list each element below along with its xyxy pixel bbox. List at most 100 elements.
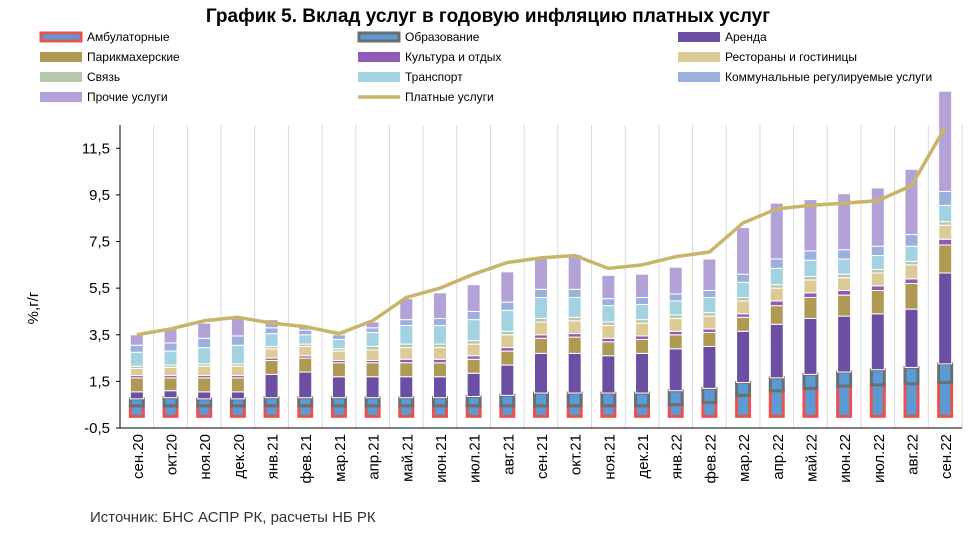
bar-segment: [668, 266, 683, 295]
bar-segment: [331, 338, 346, 350]
bar-segment: [634, 391, 651, 408]
x-tick-label: сен.20: [130, 434, 147, 479]
bar-segment: [803, 276, 818, 281]
bar-segment: [365, 349, 380, 361]
bar-segment: [702, 331, 717, 347]
bar-segment: [331, 334, 346, 340]
bar-segment: [534, 337, 548, 354]
bar-segment: [466, 358, 481, 374]
bar-segment: [600, 404, 617, 418]
bar-segment: [431, 404, 448, 418]
bar-segment: [499, 393, 516, 408]
bar-segment: [197, 347, 212, 365]
bar-segment: [668, 293, 683, 302]
bar-segment: [736, 281, 751, 298]
bar-segment: [431, 396, 448, 408]
bar-segment: [769, 287, 784, 302]
bar-segment: [432, 343, 447, 349]
bar-segment: [837, 315, 852, 373]
x-tick-label: дек.21: [635, 434, 652, 479]
bar-segment: [601, 298, 616, 307]
bar-segment: [904, 278, 919, 284]
bar-segment: [163, 342, 178, 352]
legend-swatch: [358, 72, 400, 82]
bar-segment: [903, 382, 920, 418]
bar-segment: [668, 330, 683, 336]
bar-segment: [466, 372, 481, 398]
legend-swatch: [39, 31, 83, 43]
bar-segment: [702, 315, 717, 330]
x-tick-label: апр.22: [770, 434, 787, 480]
bar-segment: [264, 359, 279, 375]
bar-segment: [163, 366, 178, 377]
bar-segment: [601, 337, 616, 343]
bar-segment: [197, 337, 212, 349]
bar-segment: [533, 404, 549, 418]
bar-segment: [870, 187, 885, 247]
y-tick-label: 9,5: [89, 187, 110, 204]
bar-segment: [837, 277, 852, 291]
bar-segment: [399, 343, 414, 349]
bar-segment: [365, 331, 380, 347]
bar-segment: [230, 391, 245, 400]
bar-segment: [736, 300, 751, 315]
bar-segment: [466, 355, 481, 360]
bar-segment: [534, 288, 548, 298]
bar-segment: [870, 245, 885, 257]
x-tick-label: сен.22: [938, 434, 955, 479]
bar-segment: [567, 336, 582, 354]
bar-segment: [566, 391, 583, 408]
bar-segment: [197, 322, 212, 339]
bar-segment: [601, 305, 616, 323]
bar-segment: [938, 204, 953, 223]
bar-segment: [466, 310, 481, 321]
bar-segment: [702, 345, 717, 389]
bar-segment: [904, 260, 919, 266]
bar-segment: [736, 273, 751, 283]
bar-segment: [870, 255, 885, 271]
bar-segment: [938, 90, 953, 192]
bar-segment: [432, 292, 447, 319]
bar-segment: [465, 404, 482, 418]
bar-segment: [500, 309, 515, 332]
bar-segment: [230, 344, 245, 365]
bar-segment: [803, 250, 818, 261]
legend-label: Амбулаторные: [87, 30, 170, 44]
bar-segment: [331, 350, 346, 361]
legend-swatch: [678, 52, 720, 62]
legend-label: Рестораны и гостиницы: [725, 50, 857, 64]
bar-segment: [635, 303, 650, 321]
bar-segment: [566, 404, 583, 418]
legend-label: Транспорт: [405, 70, 463, 84]
bar-segment: [129, 334, 144, 346]
legend: Амбулаторные Образование Аренда Парикмахерс…: [39, 30, 932, 104]
bar-segment: [635, 273, 650, 298]
x-tick-label: авг.22: [904, 434, 921, 475]
bar-segment: [702, 312, 717, 317]
bar-segment: [263, 396, 280, 408]
bar-segment: [567, 333, 582, 338]
bar-segment: [365, 362, 380, 378]
x-tick-label: мар.22: [736, 434, 753, 482]
bar-segment: [837, 193, 852, 251]
bar-segment: [803, 292, 818, 298]
x-tick-label: июн.22: [837, 434, 854, 483]
bar-segment: [264, 333, 279, 347]
bar-segment: [668, 317, 683, 332]
bar-segment: [230, 377, 245, 393]
bar-segment: [432, 358, 447, 364]
bar-segment: [736, 316, 751, 332]
bar-segment: [330, 396, 347, 408]
bar-segment: [399, 319, 414, 326]
bar-segment: [769, 300, 784, 307]
bar-segment: [399, 347, 414, 360]
bar-segment: [601, 324, 616, 339]
bar-segment: [197, 391, 212, 400]
bar-segment: [163, 377, 178, 392]
bar-segment: [736, 296, 751, 302]
bar-segment: [701, 400, 718, 418]
bar-segment: [802, 372, 819, 390]
y-tick-label: 7,5: [89, 234, 110, 251]
bar-segment: [769, 305, 784, 325]
bar-segment: [500, 271, 515, 303]
